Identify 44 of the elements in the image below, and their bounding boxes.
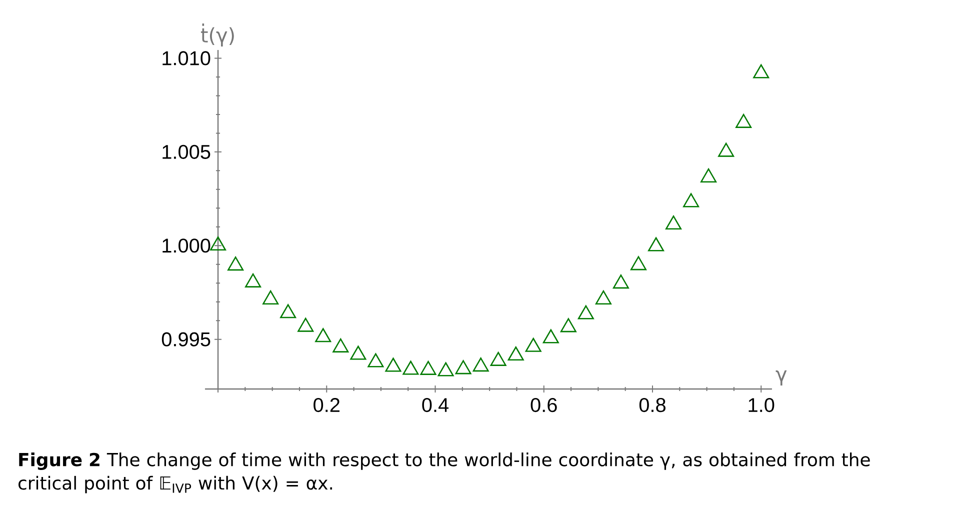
point [542, 329, 559, 344]
y-tick-label: 1.005 [162, 144, 210, 159]
y-axis-title: ṫ(γ) [200, 24, 234, 46]
point [298, 318, 314, 332]
x-axis-title: γ [776, 370, 787, 386]
point [210, 236, 226, 251]
point [438, 362, 454, 376]
x-tick-label: 0.4 [422, 398, 449, 412]
point [595, 290, 612, 304]
point [578, 305, 594, 320]
point [262, 290, 279, 304]
x-tick-label: 1.0 [748, 398, 774, 412]
point [228, 256, 244, 271]
point [490, 352, 506, 366]
x-tick-label: 0.2 [314, 398, 340, 412]
point [508, 346, 524, 361]
point [472, 358, 489, 372]
point [630, 256, 646, 270]
point [280, 304, 296, 318]
point [666, 215, 682, 230]
x-tick-label: 0.6 [530, 398, 557, 412]
point [736, 114, 752, 128]
point [245, 273, 262, 288]
point [683, 193, 700, 208]
y-tick-label: 1.000 [162, 238, 210, 253]
point [368, 353, 384, 368]
point [525, 338, 542, 352]
point [385, 358, 402, 372]
point [350, 346, 366, 360]
point [753, 64, 770, 78]
point [560, 318, 576, 332]
x-tick-label: 0.8 [639, 398, 666, 412]
point [612, 274, 629, 289]
point [648, 237, 664, 252]
point [315, 328, 332, 342]
y-tick-label: 0.995 [162, 332, 210, 346]
y-tick-label: 1.010 [162, 51, 210, 66]
text: Figure 2 The change of time with respect to the world-line coordinate γ, as obtained from the critical point of 𝔼$_{IVP}$ with V(x) = αx. [18, 452, 870, 494]
point [420, 360, 436, 375]
point [718, 142, 734, 157]
point [455, 360, 472, 374]
point [402, 360, 419, 375]
point [332, 338, 349, 352]
point [700, 168, 717, 183]
